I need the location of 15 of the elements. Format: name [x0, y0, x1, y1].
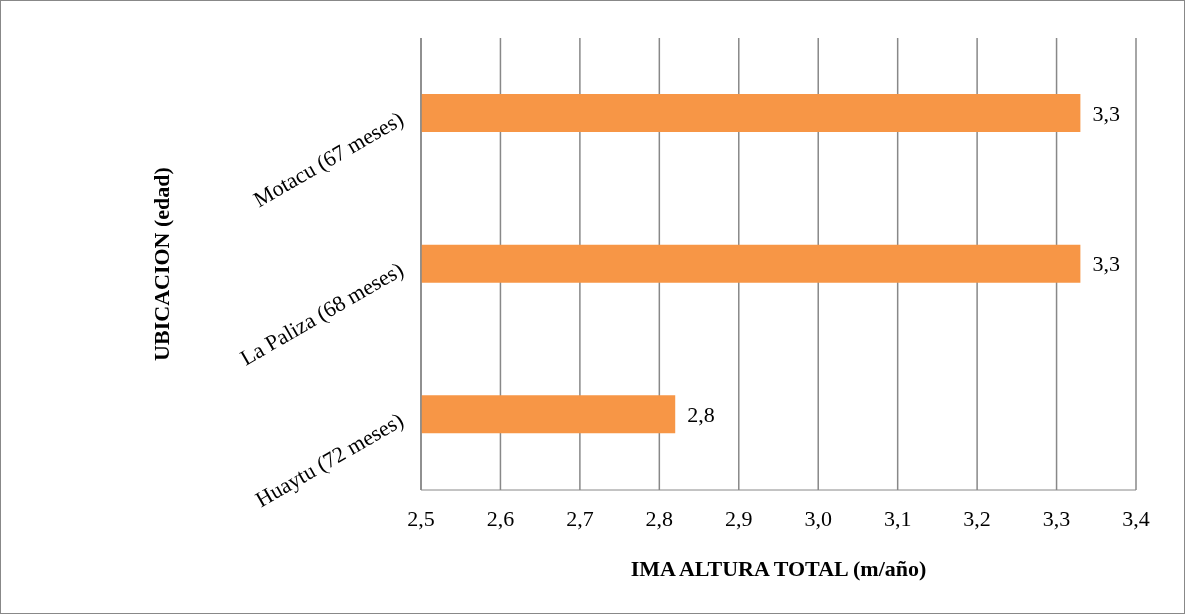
x-tick-label: 2,5 [407, 505, 435, 531]
data-label: 3,3 [1092, 251, 1120, 277]
y-axis-title: UBICACION (edad) [148, 167, 174, 361]
x-tick-label: 3,1 [883, 505, 912, 531]
x-axis-title: IMA ALTURA TOTAL (m/año) [630, 556, 927, 581]
x-tick-label: 3,2 [963, 505, 991, 531]
x-tick-label: 3,3 [1042, 505, 1071, 531]
x-tick-label: 3,0 [804, 505, 832, 531]
x-tick-label: 3,4 [1122, 505, 1150, 531]
data-label: 3,3 [1092, 100, 1120, 126]
x-tick-label: 2,8 [645, 505, 674, 531]
data-label: 2,8 [687, 402, 715, 428]
x-tick-label: 2,7 [566, 505, 594, 531]
x-tick-label: 2,6 [486, 505, 515, 531]
x-tick-label: 2,9 [725, 505, 753, 531]
